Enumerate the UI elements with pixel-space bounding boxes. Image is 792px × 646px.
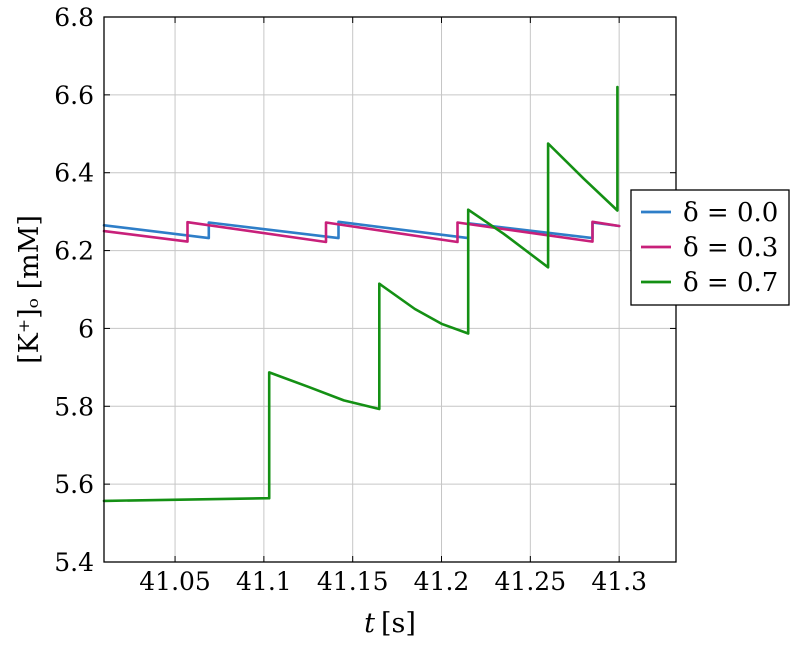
x-tick-label: 41.25 xyxy=(495,567,567,596)
x-axis-label-unit: [s] xyxy=(381,608,416,639)
y-tick-label: 6.8 xyxy=(54,3,94,32)
x-tick-label: 41.3 xyxy=(591,567,647,596)
y-tick-label: 6.4 xyxy=(54,159,94,188)
x-tick-label: 41.1 xyxy=(236,567,292,596)
series-line-1 xyxy=(102,220,621,244)
x-axis-label: t [s] xyxy=(364,608,416,639)
series-line-2 xyxy=(102,85,619,503)
series-layer xyxy=(102,85,621,503)
y-axis-label: [K⁺]ₒ [mM] xyxy=(14,215,45,364)
x-tick-label: 41.05 xyxy=(139,567,211,596)
y-tick-label: 5.8 xyxy=(54,392,94,421)
ticks: 41.05 41.1 41.15 41.2 41.25 41.3 5.4 5.6 5.8 6 6.2… xyxy=(54,3,676,596)
x-tick-label: 41.15 xyxy=(317,567,389,596)
y-tick-label: 6 xyxy=(78,314,94,343)
x-axis-label-var: t xyxy=(364,608,375,639)
y-tick-label: 5.6 xyxy=(54,470,94,499)
y-tick-label: 6.6 xyxy=(54,81,94,110)
x-tick-label: 41.2 xyxy=(414,567,470,596)
y-tick-label: 6.2 xyxy=(54,237,94,266)
y-tick-label: 5.4 xyxy=(54,548,94,577)
legend-entry-label: δ = 0.7 xyxy=(683,268,778,298)
legend-entry-label: δ = 0.0 xyxy=(683,198,778,228)
plot-frame xyxy=(103,16,677,563)
legend: δ = 0.0 δ = 0.3 δ = 0.7 xyxy=(630,189,790,306)
grid xyxy=(104,16,676,563)
legend-entry-label: δ = 0.3 xyxy=(683,233,778,263)
